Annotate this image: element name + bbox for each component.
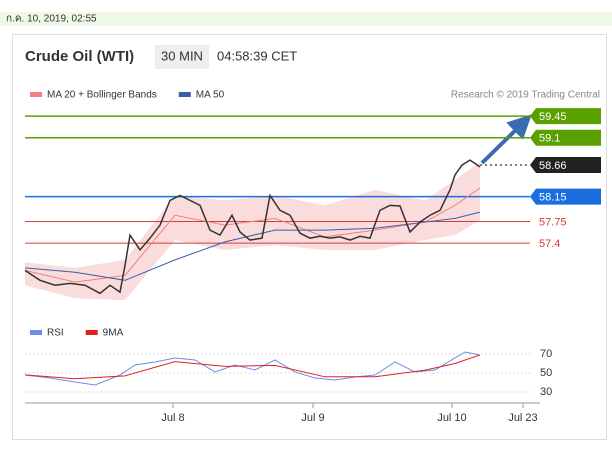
level-tag (530, 108, 601, 125)
source: Research © 2019 Trading Central (451, 90, 600, 101)
legend-label: RSI (47, 328, 64, 339)
level-tag (530, 129, 601, 146)
level-tag (530, 188, 601, 205)
chart-title: Crude Oil (WTI) (25, 48, 134, 65)
level-label: 59.45 (539, 111, 567, 123)
interval: 30 MIN (161, 48, 203, 63)
x-tick-label: Jul 8 (161, 412, 184, 424)
level-tag (530, 157, 601, 174)
x-tick-label: Jul 9 (301, 412, 324, 424)
y-tick-label: 30 (540, 386, 552, 398)
timestamp: ก.ค. 10, 2019, 02:55 (6, 14, 97, 25)
legend-label: MA 20 + Bollinger Bands (47, 90, 157, 101)
legend-label: 9MA (103, 328, 124, 339)
top-bar (0, 12, 612, 26)
legend-swatch (178, 92, 191, 97)
clock: 04:58:39 CET (217, 48, 297, 63)
legend-swatch (30, 92, 42, 97)
legend-label: MA 50 (196, 90, 225, 101)
level-label: 58.66 (539, 160, 567, 172)
level-label: 59.1 (539, 133, 560, 145)
x-tick-label: Jul 23 (508, 412, 537, 424)
legend-swatch (85, 330, 98, 335)
forecast-arrow (480, 114, 532, 165)
series-line (24, 354, 481, 380)
y-tick-label: 70 (540, 348, 552, 360)
level-label: 57.4 (539, 238, 560, 250)
level-label: 58.15 (539, 192, 567, 204)
series-line (24, 211, 481, 281)
level-label: 57.75 (539, 216, 567, 228)
legend-swatch (30, 330, 42, 335)
price-line (24, 159, 481, 295)
interval-box (155, 45, 209, 69)
x-tick-label: Jul 10 (437, 412, 466, 424)
y-tick-label: 50 (540, 367, 552, 379)
